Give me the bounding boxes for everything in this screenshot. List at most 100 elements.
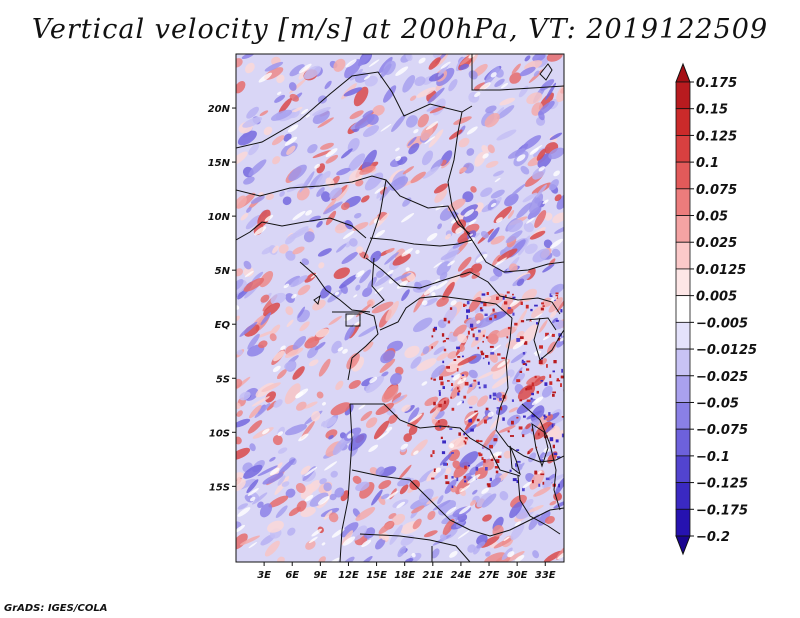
field-speckle [558, 483, 560, 488]
colorbar-label: 0.0125 [696, 263, 746, 278]
field-blob [467, 353, 482, 364]
field-blob [477, 369, 498, 380]
field-speckle [552, 370, 555, 373]
field-streak [457, 377, 467, 385]
field-speckle [499, 397, 502, 401]
field-blob [539, 451, 547, 460]
lat-tick-label: EQ [215, 320, 231, 331]
field-streak [298, 63, 312, 74]
field-speckle [447, 320, 451, 324]
field-speckle [495, 459, 500, 463]
field-blob [513, 367, 523, 381]
field-blob [371, 489, 383, 506]
field-blob [275, 505, 288, 518]
field-blob [540, 79, 555, 91]
field-blob [485, 160, 499, 168]
field-blob [236, 378, 243, 389]
field-blob [384, 252, 399, 265]
field-speckle [522, 362, 527, 365]
latitude-axis: 20N 15N 10N 5N EQ 5S 10S 15S [208, 104, 236, 493]
field-speckle [447, 380, 450, 382]
field-speckle [561, 433, 564, 438]
field-streak [237, 507, 251, 517]
field-blob [545, 414, 554, 421]
field-speckle [496, 407, 500, 409]
field-blob [543, 212, 553, 221]
field-blob [476, 395, 489, 407]
field-streak [287, 124, 299, 133]
field-speckle [458, 432, 461, 436]
field-streak [465, 411, 479, 421]
field-blob [300, 465, 311, 475]
field-blob [360, 195, 370, 203]
field-blob [556, 293, 564, 313]
field-speckle [540, 459, 544, 462]
field-blob [325, 154, 339, 164]
field-speckle [512, 312, 515, 316]
field-blob [457, 344, 465, 352]
field-speckle [451, 375, 454, 378]
colorbar-label: −0.1 [696, 450, 730, 465]
field-blob [354, 114, 375, 130]
field-speckle [537, 432, 540, 436]
field-streak [474, 91, 481, 98]
field-speckle [469, 384, 473, 387]
field-blob [269, 456, 276, 462]
colorbar-box [675, 188, 691, 216]
field-speckle [443, 340, 446, 343]
field-streak [342, 536, 356, 546]
field-speckle [516, 449, 520, 451]
field-blob [431, 364, 445, 379]
field-blob [359, 165, 376, 175]
field-speckle [439, 425, 442, 429]
field-blob [333, 58, 346, 72]
field-blob [404, 345, 420, 359]
field-blob [499, 491, 509, 501]
field-blob [332, 437, 348, 456]
field-blob [329, 187, 343, 199]
colorbar-label: −0.0125 [696, 343, 757, 358]
field-blob [462, 191, 474, 203]
field-blob [514, 308, 528, 330]
field-speckle [522, 434, 525, 438]
field-speckle [494, 315, 497, 319]
field-blob [507, 209, 515, 219]
lon-tick-label: 21E [422, 570, 443, 581]
field-blob [270, 109, 293, 121]
field-blob [407, 419, 419, 427]
field-streak [317, 495, 330, 505]
field-blob [429, 106, 446, 114]
field-blob [282, 196, 292, 206]
colorbar: 0.175 0.15 0.125 0.1 0.075 0.05 0.025 0.0125 0.0… [675, 62, 757, 556]
field-speckle [478, 453, 483, 457]
field-speckle [489, 444, 493, 449]
field-blob [548, 147, 564, 160]
lon-tick-label: 3E [257, 570, 271, 581]
field-blob [263, 302, 281, 317]
field-blob [348, 433, 367, 451]
field-blob [348, 153, 366, 172]
colorbar-label: 0.05 [696, 210, 728, 225]
field-blob [375, 402, 394, 416]
field-blob [315, 328, 330, 338]
field-blob [305, 540, 316, 550]
field-speckle [519, 399, 523, 402]
field-speckle [540, 380, 544, 382]
colorbar-label: −0.075 [696, 423, 748, 438]
field-blob [250, 195, 265, 204]
field-streak [355, 270, 365, 278]
field-blob [245, 214, 262, 230]
field-blob [328, 315, 342, 326]
field-blob [261, 246, 274, 255]
field-blob [549, 500, 557, 506]
colorbar-box [675, 215, 691, 243]
field-streak [325, 148, 338, 158]
field-blob [355, 179, 364, 187]
field-streak [526, 217, 535, 224]
colorbar-box [675, 81, 691, 110]
field-speckle [534, 470, 538, 475]
border-line [521, 403, 561, 511]
field-streak [374, 186, 385, 194]
field-speckle [494, 466, 499, 469]
field-speckle [482, 334, 485, 338]
